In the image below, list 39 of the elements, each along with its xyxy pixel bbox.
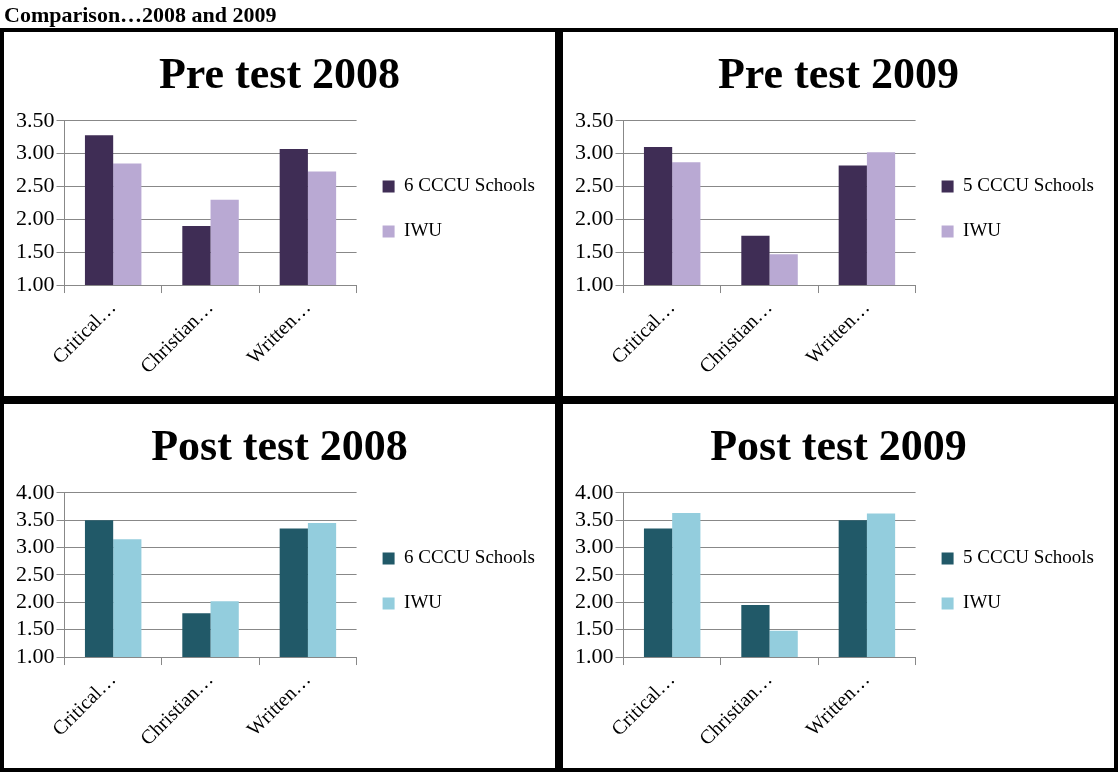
y-tick-label: 2.00 [16, 205, 55, 231]
legend-label: 5 CCCU Schools [963, 546, 1095, 568]
y-tick-label: 1.00 [16, 642, 55, 668]
y-tick-label: 3.50 [16, 505, 55, 531]
y-tick-label: 1.50 [575, 615, 614, 641]
legend-label: 6 CCCU Schools [404, 174, 536, 196]
legend-label: 6 CCCU Schools [404, 546, 536, 568]
chart-title: Pre test 2008 [158, 48, 401, 98]
y-tick-label: 3.00 [16, 533, 55, 559]
y-tick-label: 1.00 [575, 642, 614, 668]
y-tick-label: 2.50 [575, 172, 614, 198]
chart-title: Post test 2009 [710, 420, 967, 470]
y-tick-label: 2.00 [16, 588, 55, 614]
text: Comparison…2008 and 2009 [4, 2, 278, 28]
y-tick-label: 2.50 [16, 560, 55, 586]
y-tick-label: 2.00 [575, 205, 614, 231]
y-tick-label: 4.00 [16, 478, 55, 504]
y-tick-label: 1.00 [575, 270, 614, 296]
y-tick-label: 3.50 [575, 106, 614, 132]
legend-label: IWU [963, 219, 1002, 241]
y-tick-label: 3.00 [575, 139, 614, 165]
y-tick-label: 3.50 [575, 505, 614, 531]
y-tick-label: 2.50 [16, 172, 55, 198]
y-tick-label: 3.50 [16, 106, 55, 132]
y-tick-label: 3.00 [16, 139, 55, 165]
chart-title: Post test 2008 [151, 420, 408, 470]
y-tick-label: 3.00 [575, 533, 614, 559]
y-tick-label: 1.00 [16, 270, 55, 296]
y-tick-label: 1.50 [16, 237, 55, 263]
legend-label: 5 CCCU Schools [963, 174, 1095, 196]
y-tick-label: 2.00 [575, 588, 614, 614]
legend-label: IWU [404, 219, 443, 241]
y-tick-label: 1.50 [575, 237, 614, 263]
legend-label: IWU [963, 591, 1002, 613]
y-tick-label: 4.00 [575, 478, 614, 504]
chart-title: Pre test 2009 [717, 48, 960, 98]
legend-label: IWU [404, 591, 443, 613]
y-tick-label: 2.50 [575, 560, 614, 586]
y-tick-label: 1.50 [16, 615, 55, 641]
